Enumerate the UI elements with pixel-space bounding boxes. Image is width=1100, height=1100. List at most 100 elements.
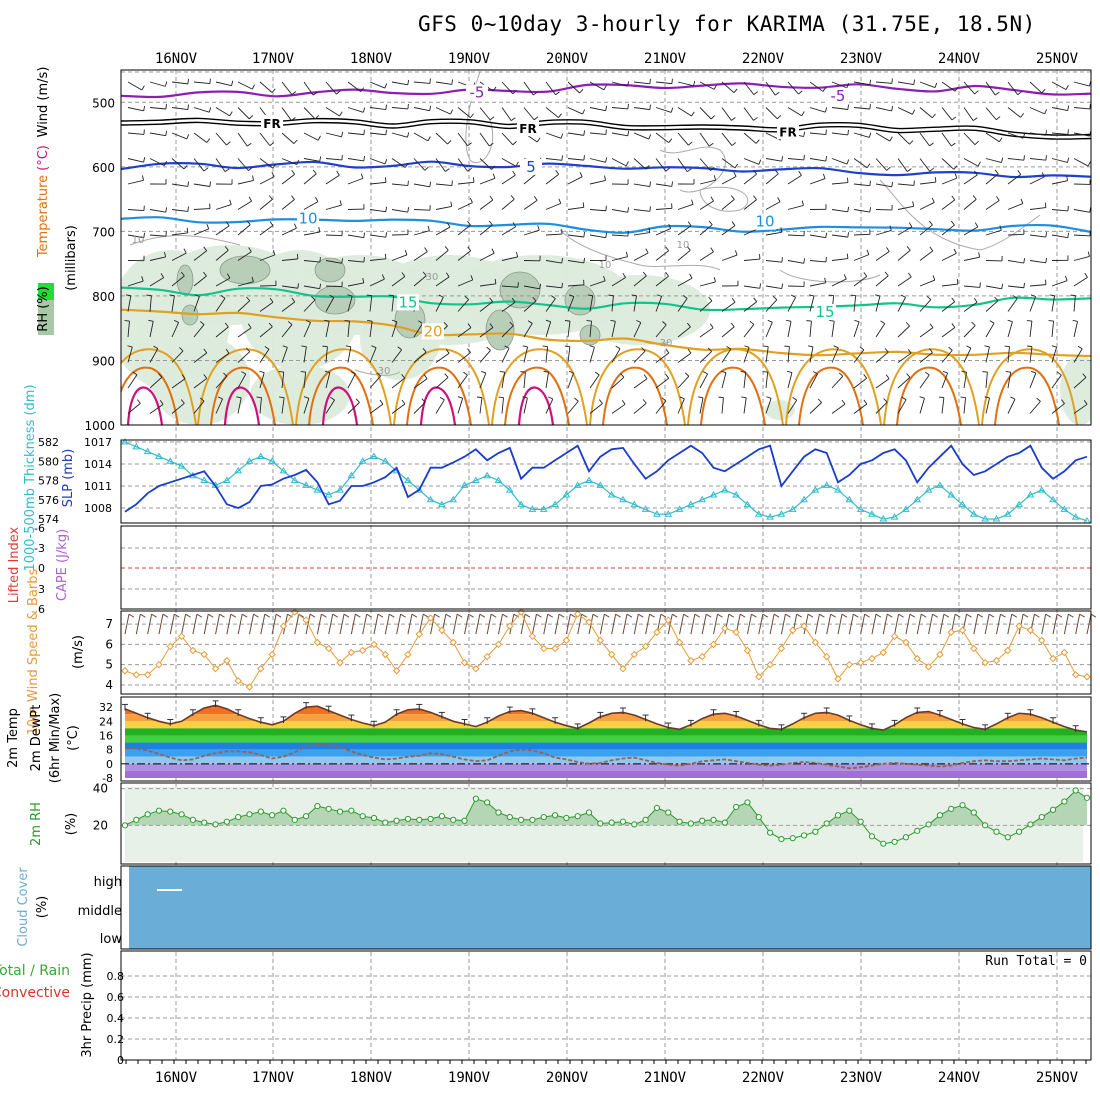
wind-barb bbox=[589, 280, 606, 287]
wind10-barb-flag bbox=[1034, 613, 1040, 618]
wind-barb bbox=[677, 249, 691, 261]
wind10-point bbox=[1015, 622, 1023, 630]
wind-tick: 5 bbox=[105, 658, 113, 672]
wind-barb bbox=[1073, 377, 1087, 389]
rh2m-point bbox=[948, 805, 955, 812]
isotherm-20-loop bbox=[785, 348, 882, 425]
wind-barb bbox=[941, 372, 949, 389]
wind-barb-flag bbox=[515, 161, 519, 167]
wind-barb-flag bbox=[264, 346, 270, 350]
wind-barb-flag bbox=[367, 320, 373, 322]
pressure-tick: 700 bbox=[92, 225, 115, 239]
wind10-barb-flag bbox=[773, 613, 780, 618]
wind-barb-flag bbox=[926, 295, 932, 301]
wind-barb bbox=[963, 397, 966, 414]
wind-barb bbox=[391, 183, 408, 187]
wind-barb-flag bbox=[753, 297, 758, 303]
wind-barb bbox=[303, 81, 314, 96]
rh-contour-label: 30 bbox=[660, 338, 673, 349]
wind10-barb-flag bbox=[174, 613, 180, 618]
wind10-point bbox=[506, 622, 514, 630]
wind-barb bbox=[567, 260, 584, 264]
wind-barb-flag bbox=[463, 371, 468, 376]
thickness-point bbox=[834, 486, 842, 493]
wind-barb bbox=[215, 398, 223, 414]
wind-barb bbox=[259, 176, 275, 185]
ylabel-2m-rh: 2m RH bbox=[29, 802, 44, 846]
wind-barb bbox=[325, 81, 337, 95]
wind10-point bbox=[981, 658, 989, 667]
wind-barb-flag bbox=[622, 273, 626, 278]
wind10-barb bbox=[871, 614, 877, 635]
wind-barb bbox=[1029, 158, 1046, 161]
wind-barb-flag bbox=[708, 296, 713, 302]
wind-barb-flag bbox=[315, 197, 319, 202]
ylabel-6hr: (6hr Min/Max) bbox=[48, 693, 63, 783]
wind10-point bbox=[947, 628, 955, 636]
rh2m-point bbox=[325, 805, 332, 812]
wind-barb-flag bbox=[961, 370, 967, 373]
wind-barb bbox=[457, 158, 468, 172]
thickness-point bbox=[551, 500, 559, 508]
wind10-barb-flag bbox=[1079, 613, 1085, 618]
wind-barb bbox=[347, 260, 364, 263]
wind10-point bbox=[528, 632, 537, 641]
wind-barb bbox=[171, 81, 188, 85]
wind10-barb-flag bbox=[321, 613, 327, 618]
wind10-barb-flag bbox=[1000, 613, 1006, 618]
x-date-top: 20NOV bbox=[546, 51, 589, 67]
wind10-barb-flag bbox=[479, 613, 486, 618]
wind-barb bbox=[215, 249, 229, 261]
wind10-barb bbox=[554, 614, 560, 635]
wind-barb-flag bbox=[731, 221, 736, 226]
wind-barb-flag bbox=[363, 155, 366, 161]
wind-barb-flag bbox=[336, 170, 340, 176]
rh2m-point bbox=[133, 816, 140, 823]
wind-barb bbox=[193, 275, 207, 287]
wind10-barb-flag bbox=[1045, 613, 1051, 618]
wind-barb-flag bbox=[843, 274, 847, 280]
temp2m-line bbox=[124, 704, 1088, 733]
wind-barb bbox=[963, 158, 979, 167]
wind10-point bbox=[789, 626, 797, 634]
wind-barb bbox=[325, 346, 328, 363]
wind-barb bbox=[303, 231, 320, 236]
rh2m-point bbox=[461, 817, 468, 824]
thickness-point bbox=[596, 481, 605, 488]
wind-barb bbox=[941, 327, 956, 338]
thickness-point bbox=[573, 481, 582, 488]
wind-barb bbox=[677, 277, 693, 287]
wind-barb bbox=[919, 352, 933, 363]
wind10-point bbox=[800, 622, 808, 630]
precip-tick: 0.8 bbox=[107, 970, 125, 983]
wind-barb bbox=[985, 285, 1002, 290]
wind-barb bbox=[875, 158, 888, 171]
rh2m-point bbox=[857, 818, 864, 825]
wind10-barb-flag bbox=[966, 613, 972, 618]
wind-barb bbox=[215, 132, 227, 146]
wind-barb bbox=[853, 81, 870, 86]
wind-barb-flag bbox=[558, 113, 562, 118]
thickness-point bbox=[958, 500, 967, 508]
wind-barb-flag bbox=[429, 181, 432, 187]
wind-barb bbox=[391, 81, 408, 86]
wind-barb-flag bbox=[929, 167, 934, 172]
wind-barb-flag bbox=[665, 271, 669, 277]
wind-barb bbox=[699, 300, 713, 312]
wind-barb bbox=[853, 321, 860, 338]
wind-barb-flag bbox=[891, 181, 894, 187]
wind10-point bbox=[913, 654, 921, 663]
wind-barb-flag bbox=[1045, 130, 1047, 136]
wind-barb-flag bbox=[1057, 371, 1062, 376]
wind-barb bbox=[589, 403, 603, 414]
wind-barb bbox=[149, 348, 159, 363]
wind-barb bbox=[721, 81, 735, 94]
wind-barb bbox=[589, 132, 606, 135]
wind-barb-flag bbox=[510, 117, 516, 121]
wind-barb bbox=[1073, 209, 1090, 213]
wind-barb-flag bbox=[527, 320, 533, 324]
wind-barb bbox=[611, 107, 628, 110]
wind-barb bbox=[523, 229, 540, 236]
wind-barb bbox=[523, 372, 526, 389]
thickness-point bbox=[1071, 513, 1080, 520]
